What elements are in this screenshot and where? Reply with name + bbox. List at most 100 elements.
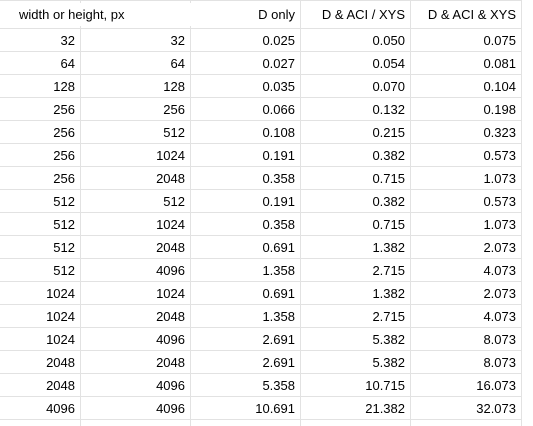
grid-line [0, 281, 522, 282]
grid-line [0, 212, 522, 213]
table-cell: 1.073 [483, 217, 516, 232]
table-cell: 0.691 [262, 240, 295, 255]
table-cell: 0.050 [372, 33, 405, 48]
table-cell: 256 [53, 125, 75, 140]
table-cell: 0.691 [262, 286, 295, 301]
table-cell: 0.191 [262, 148, 295, 163]
table-cell: 256 [53, 102, 75, 117]
table-cell: 4096 [156, 332, 185, 347]
grid-line [0, 143, 522, 144]
table-cell: 1.382 [372, 240, 405, 255]
grid-line [0, 28, 522, 29]
grid-line [0, 419, 522, 420]
table-cell: 2048 [46, 355, 75, 370]
grid-line [0, 166, 522, 167]
table-cell: 512 [53, 263, 75, 278]
table-cell: 2048 [156, 355, 185, 370]
table-cell: 0.358 [262, 171, 295, 186]
table-cell: 2.715 [372, 309, 405, 324]
table-cell: 0.066 [262, 102, 295, 117]
table-cell: 0.075 [483, 33, 516, 48]
grid-line [300, 0, 301, 426]
table-cell: 2048 [156, 171, 185, 186]
grid-line [0, 235, 522, 236]
table-cell: 1024 [156, 148, 185, 163]
table-cell: 2.073 [483, 286, 516, 301]
table-cell: 8.073 [483, 332, 516, 347]
table-cell: 0.215 [372, 125, 405, 140]
table-cell: 2.691 [262, 332, 295, 347]
table-cell: 256 [53, 171, 75, 186]
table-cell: 32 [170, 33, 185, 48]
grid-line [0, 350, 522, 351]
table-cell: 0.198 [483, 102, 516, 117]
table-cell: 5.358 [262, 378, 295, 393]
table-cell: 5.382 [372, 355, 405, 370]
table-cell: 1024 [156, 286, 185, 301]
table-cell: 2.691 [262, 355, 295, 370]
table-cell: 1.358 [262, 263, 295, 278]
table-cell: 32.073 [476, 401, 516, 416]
table-cell: 0.081 [483, 56, 516, 71]
table-cell: 4096 [156, 378, 185, 393]
table-cell: 5.382 [372, 332, 405, 347]
table-cell: 64 [60, 56, 75, 71]
table-cell: 2048 [156, 240, 185, 255]
table-cell: 512 [53, 240, 75, 255]
grid-line [0, 120, 522, 121]
table-cell: 16.073 [476, 378, 516, 393]
table-cell: 0.715 [372, 217, 405, 232]
table-cell: 128 [163, 79, 185, 94]
table-cell: 0.573 [483, 194, 516, 209]
grid-line [0, 327, 522, 328]
table-cell: 1024 [46, 309, 75, 324]
table-cell: 8.073 [483, 355, 516, 370]
table-cell: 0.027 [262, 56, 295, 71]
table-cell: 32 [60, 33, 75, 48]
table-cell: 0.573 [483, 148, 516, 163]
table-cell: 2048 [46, 378, 75, 393]
table-cell: 0.323 [483, 125, 516, 140]
table-cell: 0.358 [262, 217, 295, 232]
grid-line [410, 0, 411, 426]
table-cell: 10.715 [365, 378, 405, 393]
table-cell: 4.073 [483, 263, 516, 278]
header-cell: width or height, px [14, 3, 214, 26]
table-cell: 4096 [156, 263, 185, 278]
table-cell: 512 [53, 217, 75, 232]
table-cell: 4096 [156, 401, 185, 416]
grid-line [0, 396, 522, 397]
table-cell: 0.715 [372, 171, 405, 186]
grid-line [0, 189, 522, 190]
table-cell: 0.070 [372, 79, 405, 94]
table-cell: 0.025 [262, 33, 295, 48]
table-cell: 0.035 [262, 79, 295, 94]
table-cell: 512 [53, 194, 75, 209]
table-cell: 0.054 [372, 56, 405, 71]
table-cell: 1.358 [262, 309, 295, 324]
table-cell: 0.104 [483, 79, 516, 94]
table-cell: 2.073 [483, 240, 516, 255]
table-cell: 1024 [46, 286, 75, 301]
grid-line [0, 51, 522, 52]
table-cell: 21.382 [365, 401, 405, 416]
grid-line [521, 0, 522, 426]
table-cell: 0.191 [262, 194, 295, 209]
table-cell: 4096 [46, 401, 75, 416]
table-cell: 1024 [156, 217, 185, 232]
table-cell: 0.132 [372, 102, 405, 117]
table-cell: 128 [53, 79, 75, 94]
table-cell: 1.382 [372, 286, 405, 301]
table-cell: 4.073 [483, 309, 516, 324]
grid-line [0, 304, 522, 305]
table-cell: 512 [163, 194, 185, 209]
grid-line [0, 373, 522, 374]
table-cell: 256 [53, 148, 75, 163]
table-cell: 64 [170, 56, 185, 71]
table-cell: 0.382 [372, 194, 405, 209]
table-cell: 1024 [46, 332, 75, 347]
grid-line [0, 258, 522, 259]
header-cell: D only [258, 7, 295, 22]
table-cell: 0.382 [372, 148, 405, 163]
